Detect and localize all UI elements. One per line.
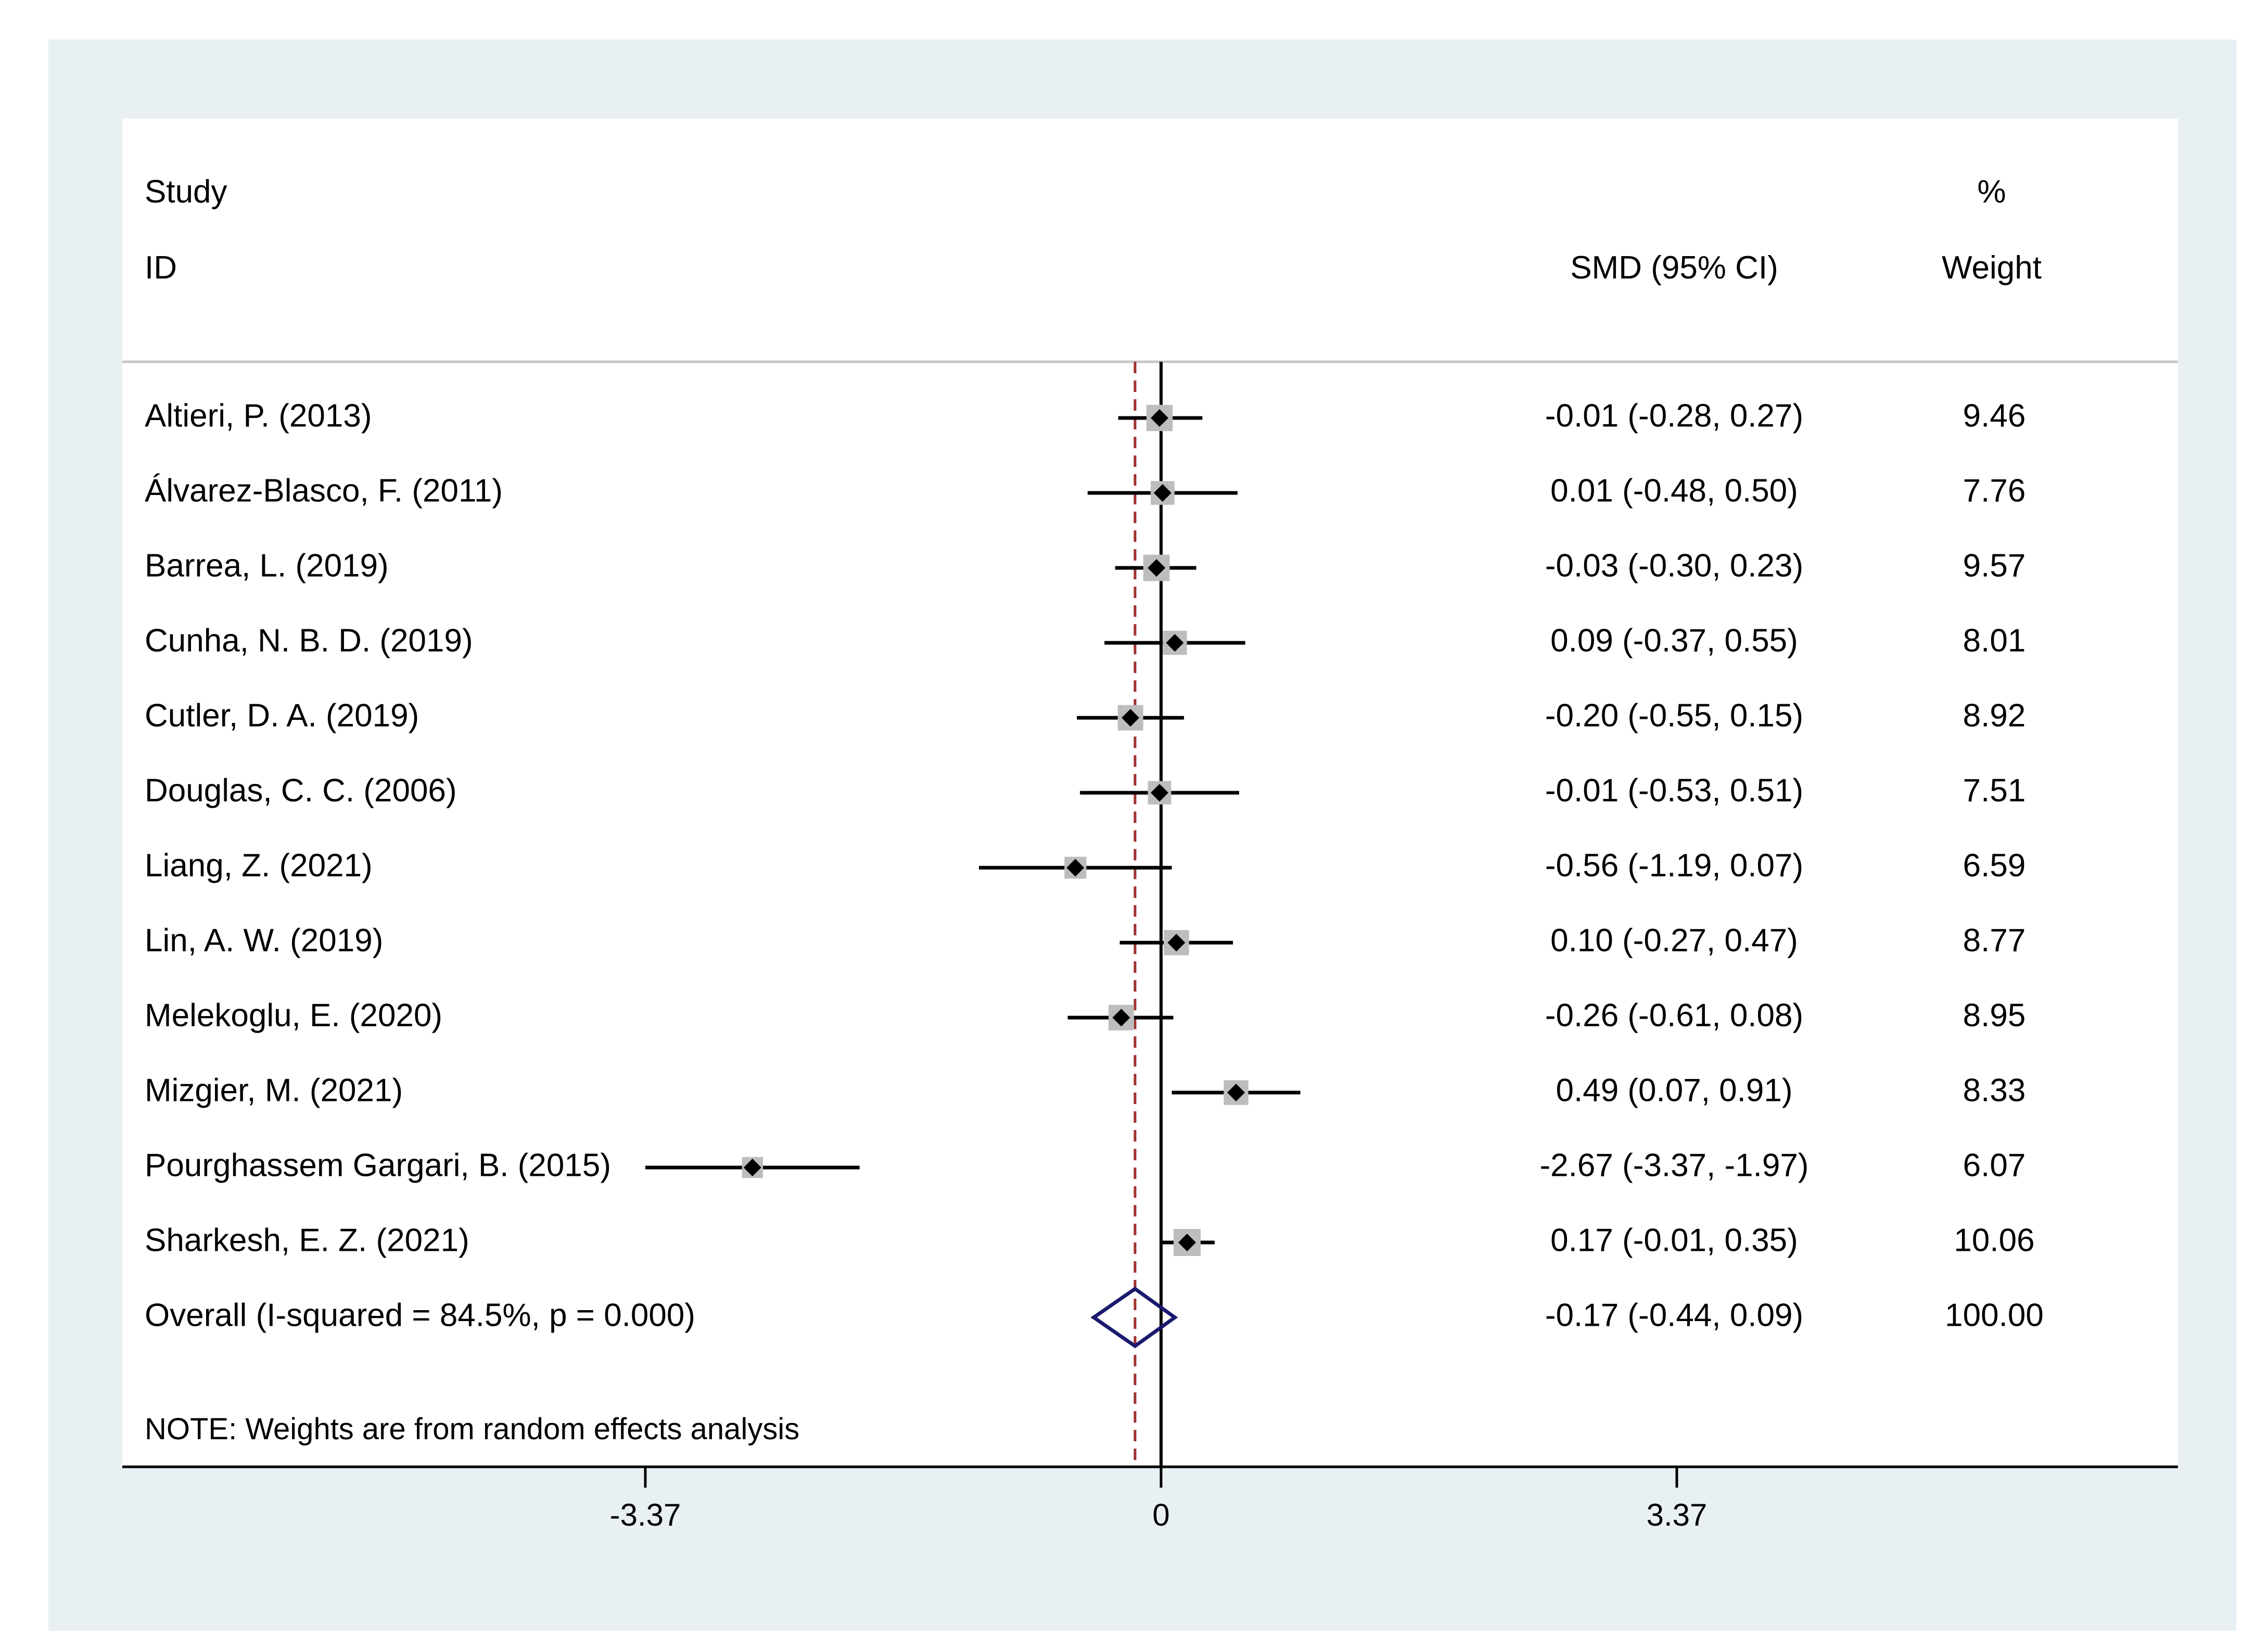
study-label: Lin, A. W. (2019) [145,922,383,958]
study-label: Douglas, C. C. (2006) [145,772,457,808]
weight-text: 9.46 [1963,398,2026,434]
ci-text: -0.01 (-0.53, 0.51) [1545,772,1803,808]
header-weight: Weight [1942,250,2042,286]
point-estimate [1153,484,1171,502]
header-effect: SMD (95% CI) [1570,250,1778,286]
header-id: ID [145,250,177,286]
point-estimate [1122,709,1140,727]
study-label: Altieri, P. (2013) [145,398,372,434]
study-label: Barrea, L. (2019) [145,548,389,584]
study-label: Cutler, D. A. (2019) [145,697,419,733]
point-estimate [1066,859,1085,877]
header-study: Study [145,174,227,210]
point-estimate [1151,409,1169,427]
marks-layer: Altieri, P. (2013) -0.01 (-0.28, 0.27) 9.4… [145,362,2044,1467]
ci-text: 0.49 (0.07, 0.91) [1556,1072,1793,1108]
ci-text: -0.20 (-0.55, 0.15) [1545,697,1803,733]
weight-text: 6.59 [1963,847,2026,883]
ci-text: -0.03 (-0.30, 0.23) [1545,548,1803,584]
weight-text: 8.33 [1963,1072,2026,1108]
study-label: Pourghassem Gargari, B. (2015) [145,1147,611,1183]
study-label: Sharkesh, E. Z. (2021) [145,1222,469,1258]
ci-text: 0.17 (-0.01, 0.35) [1550,1222,1798,1258]
point-estimate [1112,1009,1130,1026]
point-estimate [1166,634,1184,652]
study-label: Cunha, N. B. D. (2019) [145,623,473,658]
point-estimate [1167,934,1186,952]
weight-text: 8.77 [1963,922,2026,958]
ci-text: 0.10 (-0.27, 0.47) [1550,922,1798,958]
ci-text: -2.67 (-3.37, -1.97) [1540,1147,1809,1183]
header-percent: % [1977,174,2006,210]
note-text: NOTE: Weights are from random effects an… [145,1412,799,1446]
ci-text: 0.09 (-0.37, 0.55) [1550,623,1798,658]
weight-text: 10.06 [1954,1222,2034,1258]
weight-text: 8.01 [1963,623,2026,658]
point-estimate [743,1159,761,1176]
study-label: Mizgier, M. (2021) [145,1072,403,1108]
weight-text: 7.51 [1963,772,2026,808]
ci-text: -0.01 (-0.28, 0.27) [1545,398,1803,434]
ci-text: 0.01 (-0.48, 0.50) [1550,473,1798,509]
weight-text: 8.92 [1963,697,2026,733]
point-estimate [1227,1084,1245,1101]
overall-diamond [1090,1286,1178,1349]
overall-label: Overall (I-squared = 84.5%, p = 0.000) [145,1297,695,1333]
weight-text: 8.95 [1963,997,2026,1033]
study-label: Melekoglu, E. (2020) [145,997,442,1033]
point-estimate [1178,1234,1196,1251]
x-tick-label: 0 [1152,1498,1169,1532]
weight-text: 9.57 [1963,548,2026,584]
ci-text: -0.56 (-1.19, 0.07) [1545,847,1803,883]
weight-text: 6.07 [1963,1147,2026,1183]
weight-text: 7.76 [1963,473,2026,509]
point-estimate [1148,559,1166,577]
x-tick-label: 3.37 [1647,1498,1708,1532]
study-label: Álvarez-Blasco, F. (2011) [145,473,503,509]
x-tick-label: -3.37 [610,1498,681,1532]
overall-weight-text: 100.00 [1945,1297,2044,1333]
point-estimate [1151,784,1169,802]
study-label: Liang, Z. (2021) [145,847,373,883]
ci-text: -0.26 (-0.61, 0.08) [1545,997,1803,1033]
x-axis: -3.37 0 3.37 [610,1467,1708,1532]
overall-ci-text: -0.17 (-0.44, 0.09) [1545,1297,1803,1333]
